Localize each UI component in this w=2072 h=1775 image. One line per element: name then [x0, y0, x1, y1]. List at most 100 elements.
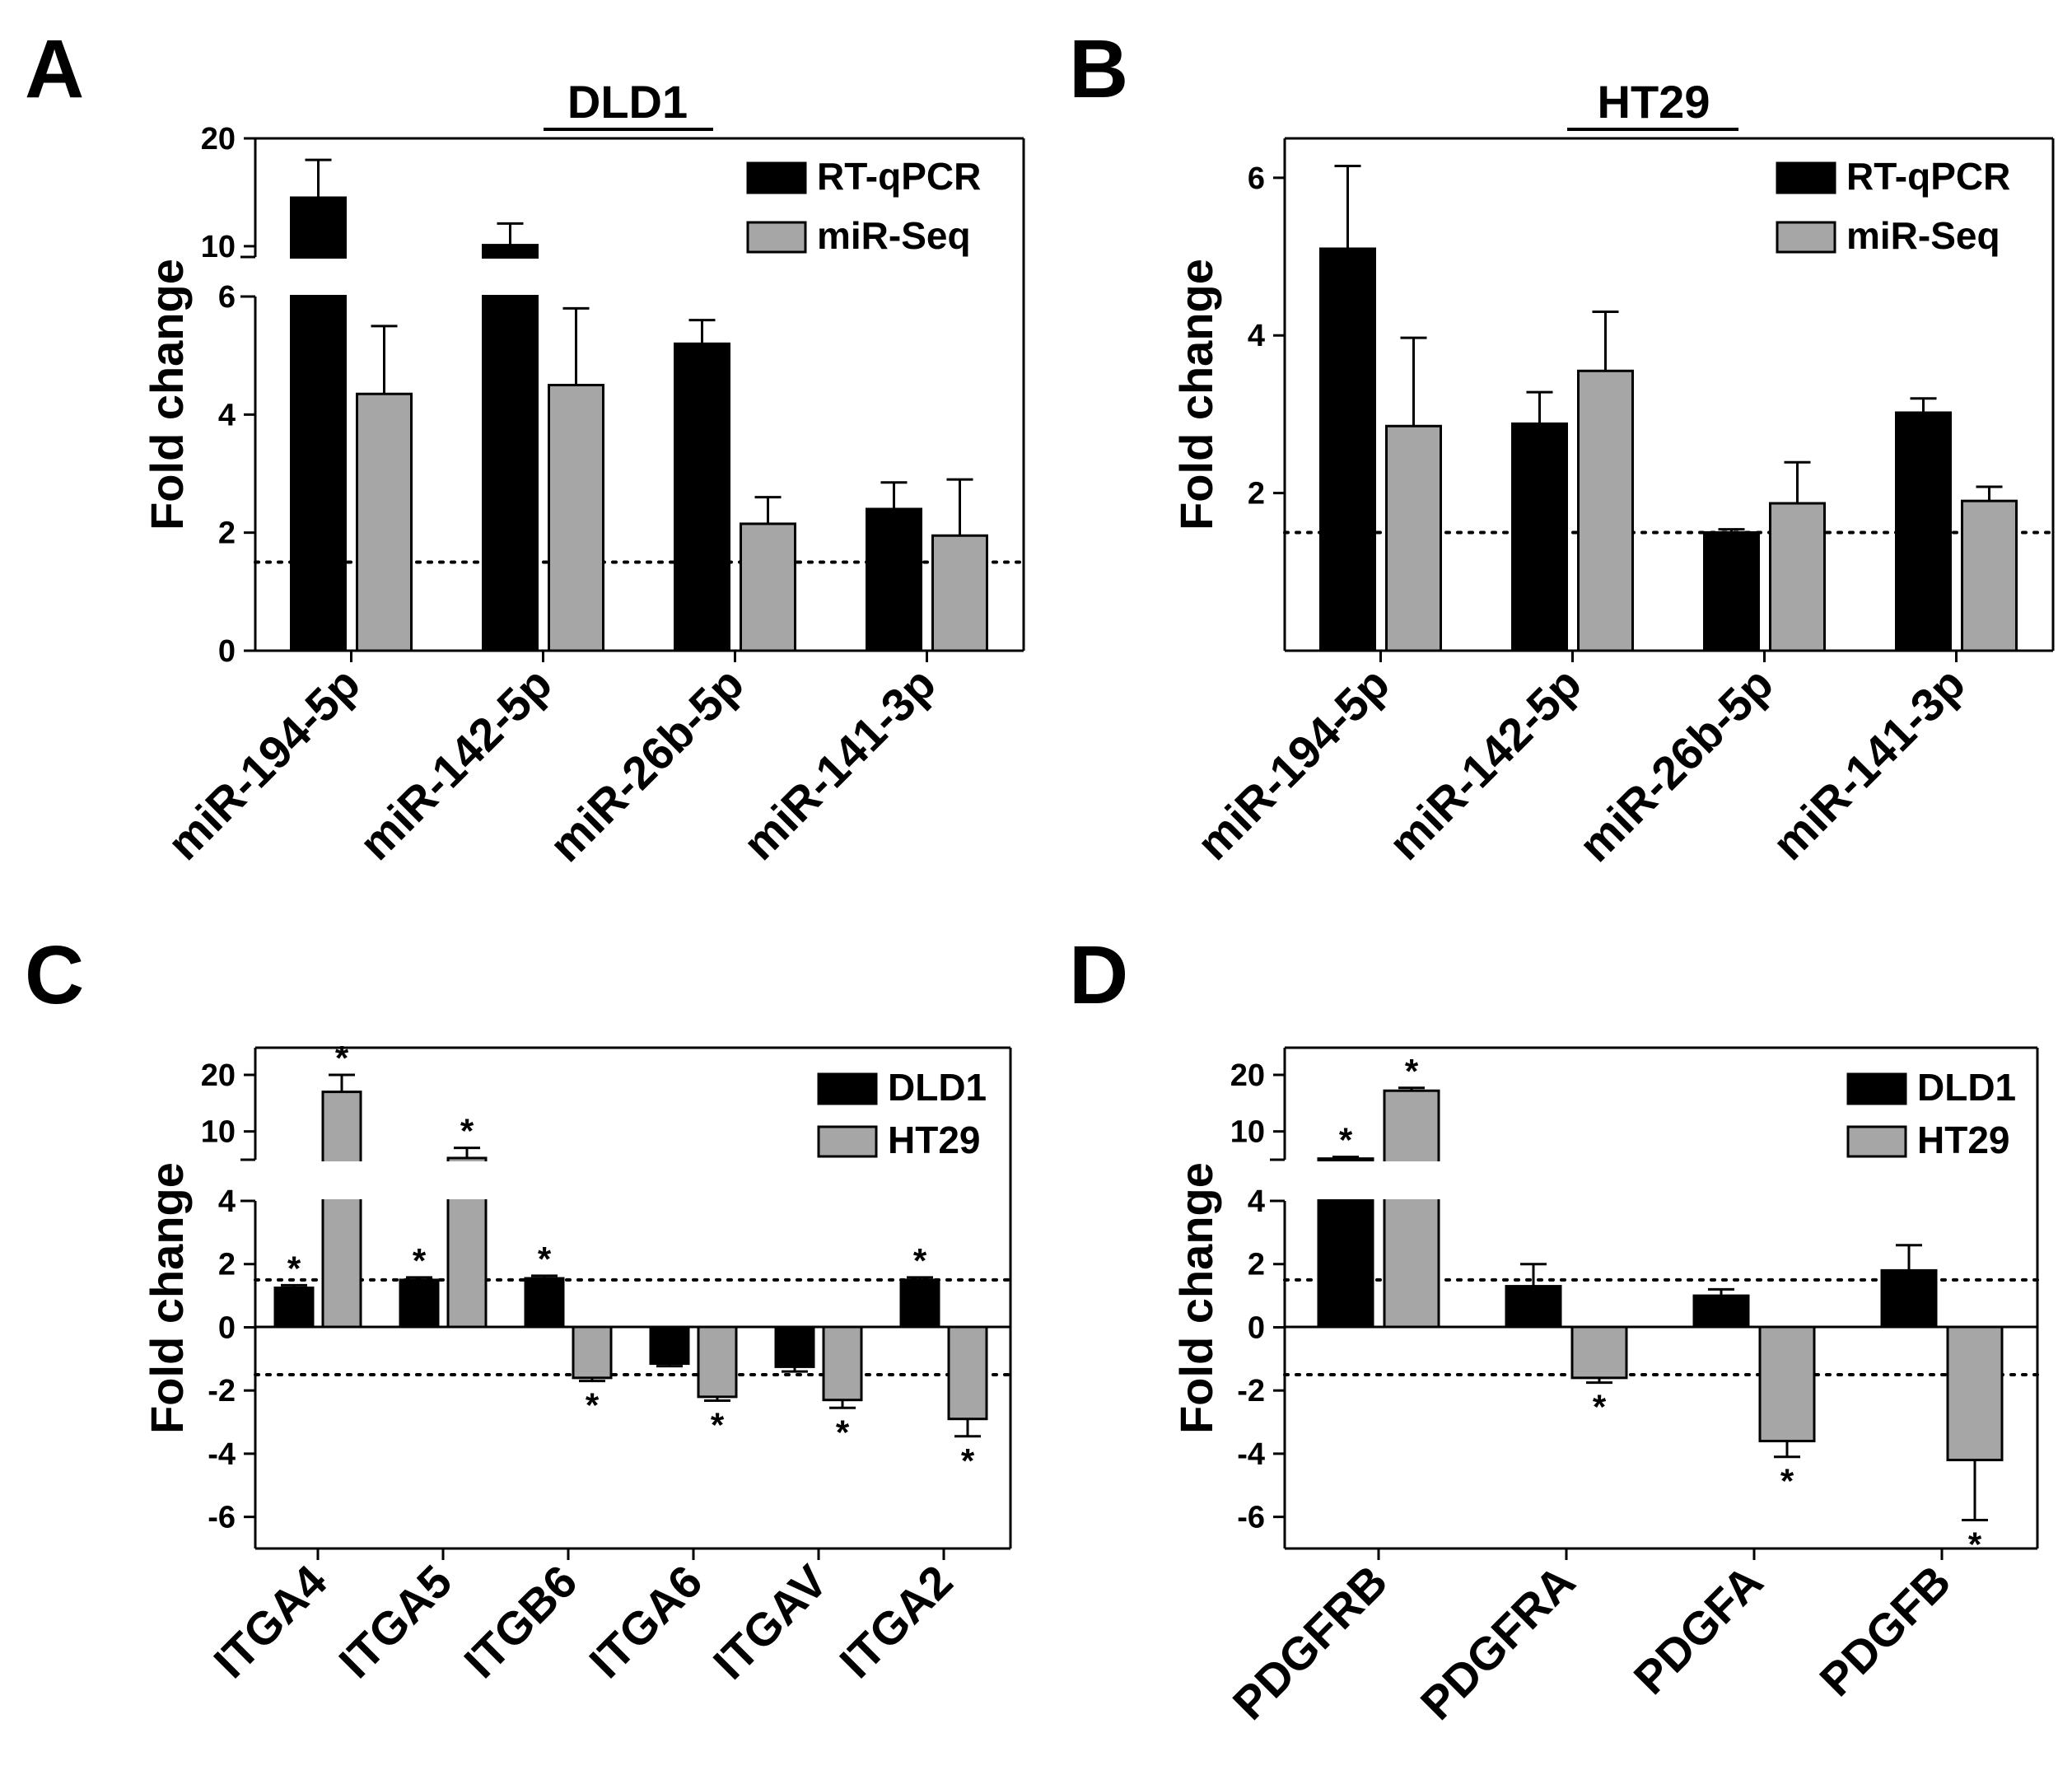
bar-break-gap — [1316, 1161, 1375, 1199]
bar-ht29 — [1383, 1089, 1440, 1329]
legend-swatch — [817, 1125, 878, 1158]
y-tick-label: 0 — [1248, 1310, 1265, 1345]
bar-dld1 — [1692, 1294, 1750, 1329]
bar-ht29 — [321, 1091, 362, 1329]
panel-letter-a: A — [25, 23, 84, 115]
y-tick-label: 10 — [201, 1115, 236, 1150]
significance-marker: * — [961, 1441, 975, 1480]
y-tick-label: -4 — [208, 1437, 236, 1472]
legend-label: HT29 — [1917, 1119, 2009, 1161]
x-tick-label: PDGFB — [1809, 1555, 1960, 1706]
x-tick-label: ITGA6 — [579, 1555, 712, 1688]
panel-letter-b: B — [1069, 23, 1128, 115]
bar-rt-qpcr — [1703, 530, 1760, 652]
x-tick-label: miR-194-5p — [157, 657, 370, 870]
bar-mir-seq — [1577, 369, 1634, 652]
bar-ht29 — [1570, 1325, 1628, 1380]
x-tick-label: PDGFRB — [1223, 1555, 1398, 1730]
y-tick-label: -6 — [1237, 1501, 1265, 1535]
y-tick-label: 6 — [218, 280, 236, 315]
x-tick-label: miR-142-5p — [1379, 657, 1591, 870]
y-tick-label: 20 — [1230, 1058, 1265, 1093]
y-tick-label: -2 — [1237, 1374, 1265, 1408]
legend-label: RT-qPCR — [817, 155, 981, 198]
y-tick-label: 4 — [218, 1184, 236, 1219]
y-tick-label: 4 — [1248, 1184, 1265, 1219]
chart-title: HT29 — [1598, 76, 1710, 128]
significance-marker: * — [413, 1241, 427, 1280]
legend-swatch — [746, 221, 807, 254]
y-tick-label: 0 — [218, 1310, 236, 1345]
y-tick-label: 4 — [1248, 319, 1265, 353]
y-tick-label: 10 — [201, 230, 236, 264]
legend-label: HT29 — [888, 1119, 980, 1161]
bar-rt-qpcr — [866, 507, 922, 652]
bar-dld1 — [1880, 1268, 1938, 1329]
bar-ht29 — [572, 1325, 613, 1380]
panel-letters: A B C D — [25, 23, 1128, 1021]
y-tick-label: 2 — [218, 516, 236, 551]
bar-mir-seq — [1961, 499, 2018, 652]
x-tick-label: ITGB6 — [454, 1555, 586, 1688]
x-tick-label: miR-26b-5p — [1569, 657, 1783, 871]
bar-ht29 — [1946, 1325, 2004, 1462]
legend-swatch — [1846, 1125, 1907, 1158]
legend-swatch — [817, 1072, 878, 1105]
x-tick-label: miR-141-3p — [1762, 657, 1975, 870]
bar-mir-seq — [740, 522, 796, 652]
bar-rt-qpcr — [1895, 411, 1952, 652]
bar-break-gap — [1382, 1161, 1441, 1199]
y-axis-label: Fold change — [141, 259, 193, 530]
panel-c-chart: -6 -4 -2 0 2 4 10 20 Fold change * * ITGA4 * * ITGA5 * *… — [141, 1039, 1012, 1689]
bar-dld1 — [899, 1278, 940, 1329]
significance-marker: * — [586, 1386, 600, 1425]
legend-swatch — [1776, 221, 1836, 254]
significance-marker: * — [1968, 1525, 1982, 1563]
panel-b-chart: 2 4 6 Fold change miR-194-5pmiR-142-5pmiR-26… — [1170, 76, 2055, 871]
x-tick-label: miR-142-5p — [349, 657, 562, 870]
significance-marker: * — [836, 1413, 850, 1451]
bar-ht29 — [697, 1325, 738, 1399]
y-tick-label: -4 — [1237, 1437, 1265, 1472]
bar-rt-qpcr — [674, 342, 730, 652]
bar-break-gap — [446, 1161, 488, 1199]
significance-marker: * — [287, 1249, 301, 1287]
panel-d-chart: -6 -4 -2 0 2 4 10 20 Fold change * * PDGFRB * PDGFRA *… — [1170, 1046, 2039, 1730]
y-tick-label: 20 — [201, 1058, 236, 1093]
significance-marker: * — [1593, 1388, 1607, 1427]
legend-label: DLD1 — [888, 1066, 987, 1109]
x-tick-label: miR-26b-5p — [539, 657, 754, 871]
bar-ht29 — [822, 1325, 863, 1402]
significance-marker: * — [913, 1241, 927, 1280]
legend-label: miR-Seq — [817, 214, 971, 257]
legend-label: miR-Seq — [1846, 214, 2000, 257]
bar-mir-seq — [931, 534, 988, 652]
bar-mir-seq — [1769, 502, 1826, 652]
x-tick-label: ITGA4 — [203, 1555, 336, 1688]
bar-rt-qpcr — [1319, 247, 1376, 652]
panel-letter-d: D — [1069, 929, 1128, 1021]
bar-dld1 — [399, 1278, 440, 1329]
bar-dld1 — [1505, 1285, 1562, 1329]
significance-marker: * — [1405, 1052, 1419, 1091]
bar-ht29 — [947, 1325, 988, 1421]
y-axis-label: Fold change — [1170, 259, 1222, 530]
y-tick-label: 0 — [218, 634, 236, 669]
bar-break-gap — [320, 1161, 363, 1199]
bar-dld1 — [774, 1325, 815, 1368]
bar-rt-qpcr — [482, 244, 539, 652]
legend-swatch — [1846, 1072, 1907, 1105]
y-tick-label: 4 — [218, 398, 236, 432]
x-tick-label: miR-194-5p — [1187, 657, 1399, 870]
y-tick-label: 2 — [218, 1248, 236, 1282]
y-tick-label: 10 — [1230, 1115, 1265, 1150]
bar-dld1 — [649, 1325, 690, 1366]
legend-swatch — [746, 161, 807, 194]
chart-title: DLD1 — [567, 76, 688, 128]
significance-marker: * — [1339, 1121, 1353, 1160]
bar-dld1 — [524, 1277, 565, 1329]
y-tick-label: 20 — [201, 122, 236, 156]
y-tick-label: 6 — [1248, 161, 1265, 196]
bar-mir-seq — [548, 384, 604, 652]
